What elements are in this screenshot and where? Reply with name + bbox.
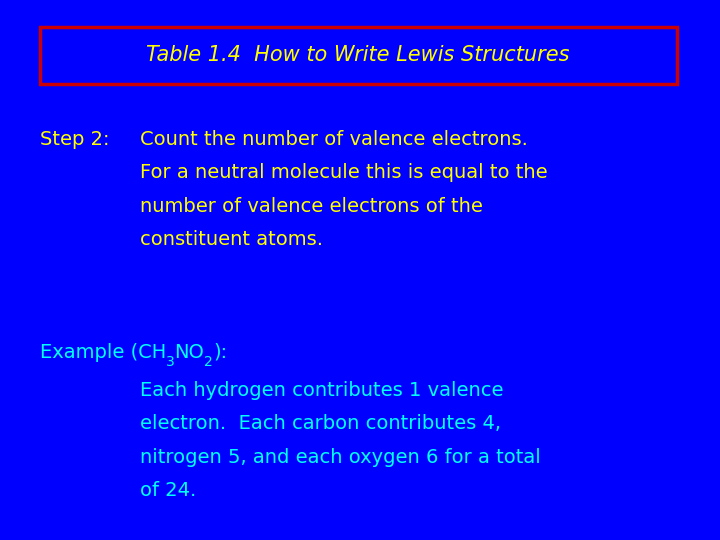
Text: Example (CH: Example (CH [40,343,166,362]
Text: nitrogen 5, and each oxygen 6 for a total: nitrogen 5, and each oxygen 6 for a tota… [140,448,541,467]
Text: 3: 3 [166,355,174,369]
Text: Each hydrogen contributes 1 valence: Each hydrogen contributes 1 valence [140,381,504,400]
Text: electron.  Each carbon contributes 4,: electron. Each carbon contributes 4, [140,414,501,433]
FancyBboxPatch shape [40,27,677,84]
Text: 2: 2 [204,355,213,369]
Text: of 24.: of 24. [140,481,197,500]
Text: Step 2:: Step 2: [40,130,109,148]
Text: ):: ): [213,343,228,362]
Text: Count the number of valence electrons.: Count the number of valence electrons. [140,130,528,148]
Text: Table 1.4  How to Write Lewis Structures: Table 1.4 How to Write Lewis Structures [146,45,570,65]
Text: NO: NO [174,343,204,362]
Text: For a neutral molecule this is equal to the: For a neutral molecule this is equal to … [140,163,548,182]
Text: constituent atoms.: constituent atoms. [140,230,323,249]
Text: number of valence electrons of the: number of valence electrons of the [140,197,483,215]
